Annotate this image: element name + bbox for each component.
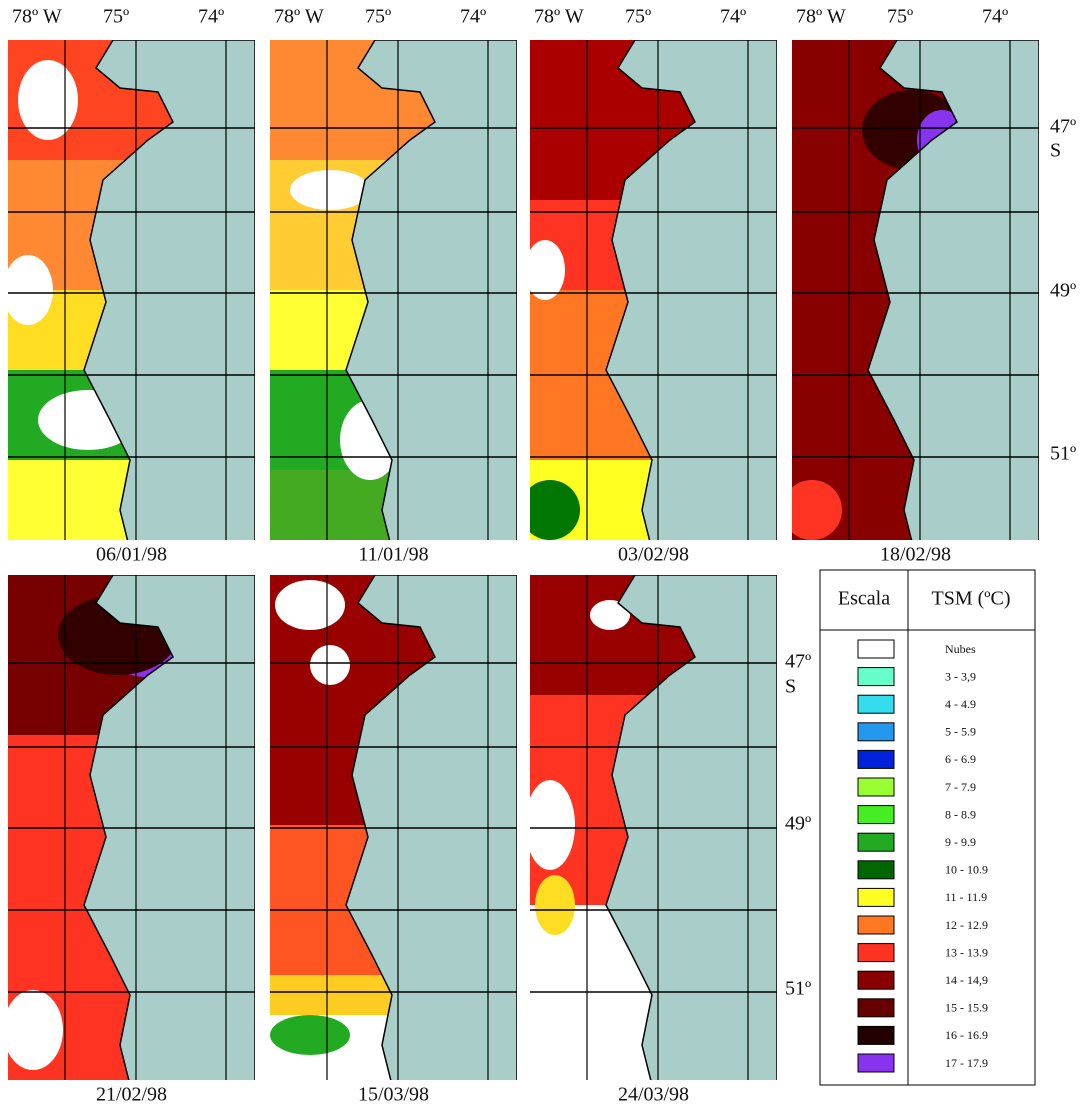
date-label: 21/02/98 <box>96 1084 167 1103</box>
longitude-label: 75º <box>365 6 391 28</box>
legend-label: 5 - 5.9 <box>945 725 976 739</box>
legend-label: 17 - 17.9 <box>945 1056 988 1070</box>
legend-swatch <box>857 998 895 1018</box>
legend-swatch <box>857 832 895 852</box>
legend-swatch <box>857 1053 895 1073</box>
date-label: 11/01/98 <box>358 544 428 566</box>
longitude-label: 75º <box>887 6 913 28</box>
ocean-blob <box>590 600 630 630</box>
ocean-blob <box>535 875 575 935</box>
longitude-label: 74º <box>460 6 486 28</box>
legend-label: 11 - 11.9 <box>945 890 987 904</box>
ocean-blob <box>530 240 565 300</box>
legend-label: 15 - 15.9 <box>945 1001 988 1015</box>
ocean-blob <box>530 480 580 540</box>
ocean-blob <box>310 645 350 685</box>
longitude-label: 75º <box>103 6 129 28</box>
legend-label: 6 - 6.9 <box>945 752 976 766</box>
ocean-blob <box>18 60 78 140</box>
legend-swatch <box>857 639 895 659</box>
legend-label: 12 - 12.9 <box>945 918 988 932</box>
map-panel <box>270 575 517 1080</box>
map-panel <box>530 575 777 1080</box>
legend-box <box>819 569 1036 1086</box>
legend-swatch <box>857 749 895 769</box>
land <box>605 40 777 540</box>
ocean-blob <box>275 580 345 630</box>
latitude-label: 49º <box>1050 280 1076 302</box>
legend-label: 4 - 4.9 <box>945 697 976 711</box>
legend-swatch <box>857 1025 895 1045</box>
map-panel <box>270 40 517 540</box>
legend-swatch <box>857 860 895 880</box>
longitude-label: 74º <box>982 6 1008 28</box>
legend-label: 3 - 3,9 <box>945 669 976 683</box>
latitude-label: 51º <box>785 978 811 1000</box>
latitude-label: 49º <box>785 813 811 835</box>
legend-label: 10 - 10.9 <box>945 863 988 877</box>
land <box>867 40 1039 540</box>
map-panel <box>8 575 255 1080</box>
legend-swatch <box>857 777 895 797</box>
legend-label: 8 - 8.9 <box>945 807 976 821</box>
longitude-label: 74º <box>720 6 746 28</box>
longitude-label: 78º W <box>274 6 324 28</box>
ocean-blob <box>8 990 63 1070</box>
map-panel <box>8 40 255 540</box>
ocean-blob <box>270 1015 350 1055</box>
legend-swatch <box>857 805 895 825</box>
legend-label: 16 - 16.9 <box>945 1028 988 1042</box>
legend-header: Escala <box>838 588 890 610</box>
latitude-label: 51º <box>1050 443 1076 465</box>
legend-label: 9 - 9.9 <box>945 835 976 849</box>
legend-swatch <box>857 970 895 990</box>
latitude-label: S <box>785 676 796 698</box>
date-label: 15/03/98 <box>358 1084 429 1103</box>
map-panel <box>530 40 777 540</box>
legend-label: 13 - 13.9 <box>945 945 988 959</box>
map-panel <box>792 40 1039 540</box>
legend-label: 14 - 14,9 <box>945 973 988 987</box>
date-label: 06/01/98 <box>96 544 167 566</box>
legend-header: TSM (ºC) <box>932 588 1011 610</box>
legend-label: Nubes <box>945 642 976 656</box>
latitude-label: 47º <box>785 651 811 673</box>
date-label: 18/02/98 <box>880 544 951 566</box>
land <box>83 40 255 540</box>
legend-swatch <box>857 694 895 714</box>
legend-swatch <box>857 722 895 742</box>
longitude-label: 78º W <box>796 6 846 28</box>
legend-swatch <box>857 943 895 963</box>
latitude-label: S <box>1050 140 1061 162</box>
ocean-blob <box>8 255 53 325</box>
land <box>345 40 517 540</box>
legend-label: 7 - 7.9 <box>945 780 976 794</box>
latitude-label: 47º <box>1050 116 1076 138</box>
ocean-blob <box>792 480 842 540</box>
longitude-label: 74º <box>198 6 224 28</box>
date-label: 03/02/98 <box>618 544 689 566</box>
longitude-label: 75º <box>625 6 651 28</box>
ocean-blob <box>530 780 575 870</box>
ocean-blob <box>290 170 370 210</box>
legend-swatch <box>857 915 895 935</box>
legend-swatch <box>857 887 895 907</box>
longitude-label: 78º W <box>534 6 584 28</box>
legend-swatch <box>857 667 895 687</box>
longitude-label: 78º W <box>12 6 62 28</box>
date-label: 24/03/98 <box>618 1084 689 1103</box>
